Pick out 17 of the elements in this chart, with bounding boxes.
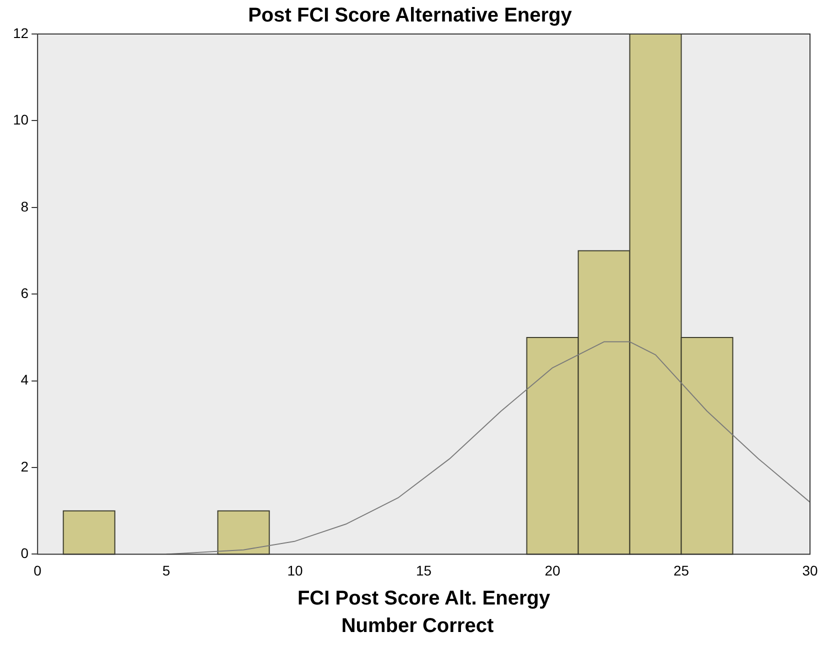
x-tick-label: 20 xyxy=(544,562,561,578)
y-tick-label: 8 xyxy=(20,198,29,214)
y-tick-label: 0 xyxy=(20,545,29,562)
y-tick-label: 4 xyxy=(20,372,29,388)
x-axis-title: FCI Post Score Alt. Energy xyxy=(297,588,551,610)
y-tick-label: 6 xyxy=(20,284,29,301)
x-tick-label: 25 xyxy=(673,562,690,578)
chart-title: Post FCI Score Alternative Energy xyxy=(248,4,573,27)
x-tick-label: 5 xyxy=(162,562,170,578)
y-tick-label: 10 xyxy=(12,112,29,128)
x-tick-label: 10 xyxy=(287,562,304,578)
x-tick-label: 15 xyxy=(416,562,432,578)
text: Number Correct xyxy=(340,615,495,638)
y-tick-label: 12 xyxy=(12,24,29,41)
y-tick-label: 2 xyxy=(20,458,29,474)
x-tick-label: 30 xyxy=(802,562,818,578)
x-tick-label: 0 xyxy=(34,562,42,578)
